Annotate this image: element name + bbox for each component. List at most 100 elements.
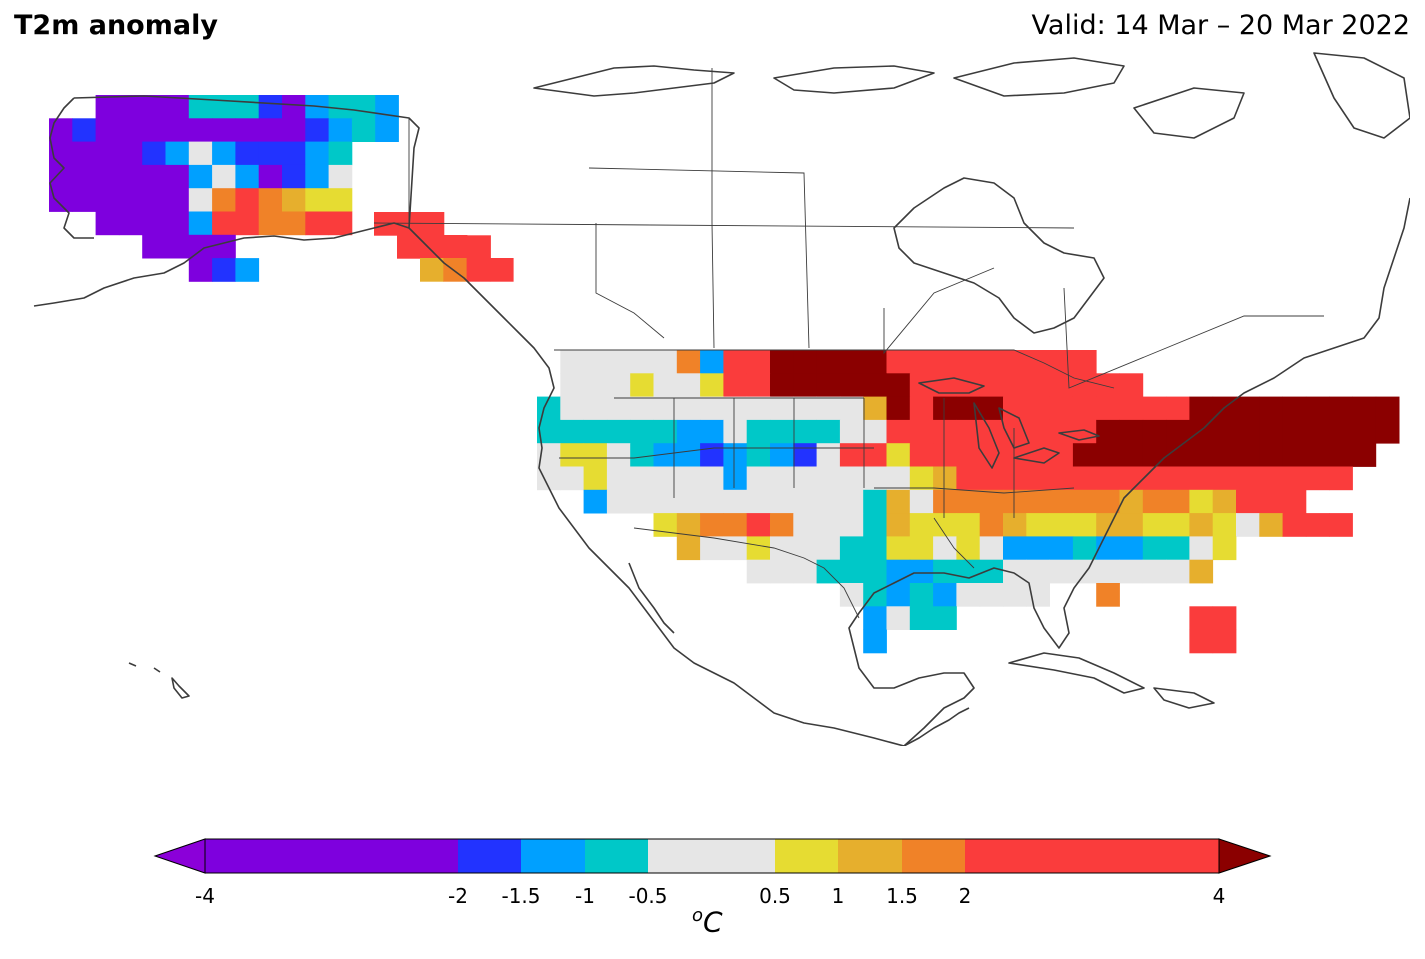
grid-cell (212, 164, 236, 189)
grid-cell (723, 443, 748, 467)
grid-cell (933, 466, 957, 491)
grid-cell (1305, 466, 1330, 491)
grid-cell (165, 164, 190, 189)
grid-cell (188, 211, 213, 236)
grid-cell (863, 489, 887, 514)
grid-cell (258, 188, 283, 212)
grid-cell (1096, 466, 1120, 491)
grid-cell (1096, 419, 1120, 444)
grid-cell (979, 350, 1004, 374)
grid-cell (909, 606, 934, 630)
grid-cell (1236, 419, 1260, 444)
grid-cell (537, 396, 561, 421)
grid-cell (839, 443, 864, 467)
grid-cell (305, 118, 329, 142)
grid-cell (49, 188, 73, 212)
grid-cell (863, 466, 887, 491)
grid-cell (489, 258, 514, 282)
grid-cell (886, 466, 911, 491)
grid-cell (863, 536, 887, 561)
colorbar-segment (902, 839, 965, 873)
grid-cell (653, 466, 678, 491)
grid-cell (1282, 443, 1307, 467)
grid-cell (933, 536, 957, 561)
grid-cell (1142, 419, 1167, 444)
grid-cell (1329, 396, 1353, 421)
grid-cell (142, 95, 166, 119)
grid-cell (537, 419, 561, 444)
grid-cell (1003, 373, 1027, 397)
colorbar-outline (204, 838, 1220, 874)
grid-cell (676, 419, 701, 444)
grid-cell (723, 396, 748, 421)
grid-cell (770, 489, 794, 514)
grid-cell (212, 211, 236, 236)
grid-cell (630, 419, 654, 444)
grid-cell (235, 188, 260, 212)
grid-cell (700, 373, 724, 397)
grid-cell (1026, 489, 1050, 514)
grid-cell (746, 396, 771, 421)
grid-cell (979, 536, 1004, 561)
colorbar-tick: 0.5 (759, 884, 791, 908)
grid-cell (95, 188, 120, 212)
grid-cell (1096, 443, 1120, 467)
grid-cell (979, 419, 1004, 444)
grid-cell (212, 234, 236, 259)
grid-cell (188, 141, 213, 166)
grid-cell (1072, 350, 1097, 374)
grid-cell (933, 583, 957, 607)
grid-cell (1166, 419, 1190, 444)
grid-cell (560, 350, 584, 374)
grid-cell (1049, 489, 1074, 514)
grid-cell (863, 373, 887, 397)
grid-cell (1189, 443, 1214, 467)
grid-cell (583, 443, 608, 467)
grid-cell (1142, 489, 1167, 514)
grid-cell (1119, 419, 1144, 444)
grid-cell (653, 443, 678, 467)
grid-cell (770, 559, 794, 584)
grid-cell (1259, 419, 1283, 444)
grid-cell (1282, 419, 1307, 444)
grid-cell (793, 559, 817, 584)
grid-cell (933, 350, 957, 374)
grid-cell (443, 235, 468, 259)
grid-cell (583, 466, 608, 491)
grid-cell (1189, 559, 1214, 584)
grid-cell (583, 373, 608, 397)
grid-cell (1236, 443, 1260, 467)
grid-cell (1026, 466, 1050, 491)
grid-cell (1003, 583, 1027, 607)
grid-cell (1072, 443, 1097, 467)
grid-cell (1305, 419, 1330, 444)
grid-cell (676, 489, 701, 514)
grid-cell (305, 141, 329, 166)
grid-cell (839, 373, 864, 397)
grid-cell (142, 118, 166, 142)
grid-cell (1282, 396, 1307, 421)
grid-cell (351, 118, 376, 142)
grid-cell (1142, 536, 1167, 561)
grid-cell (1259, 396, 1283, 421)
grid-cell (235, 211, 260, 236)
grid-cell (886, 489, 911, 514)
grid-cell (1142, 443, 1167, 467)
grid-cell (793, 443, 817, 467)
grid-cell (723, 513, 748, 537)
grid-cell (676, 396, 701, 421)
grid-cell (1212, 466, 1237, 491)
grid-cell (1049, 419, 1074, 444)
coastlines (33, 52, 1410, 746)
grid-cell (1072, 396, 1097, 421)
grid-cell (723, 373, 748, 397)
grid-cell (886, 536, 911, 561)
grid-cell (188, 188, 213, 212)
grid-cell (1119, 443, 1144, 467)
grid-cell (700, 396, 724, 421)
grid-cell (770, 396, 794, 421)
grid-cell (142, 188, 166, 212)
grid-cell (979, 489, 1004, 514)
map-title: T2m anomaly (14, 10, 218, 41)
grid-cell (1049, 373, 1074, 397)
